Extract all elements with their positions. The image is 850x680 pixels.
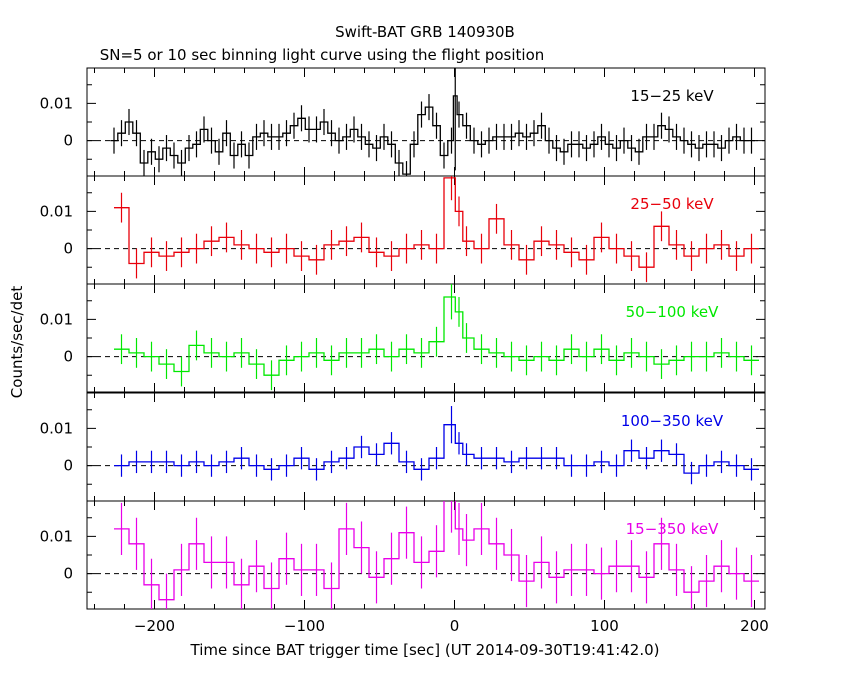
series-line [114,296,759,376]
series-label: 15−25 keV [630,87,714,105]
y-tick-label: 0.01 [40,310,73,328]
y-tick-label: 0 [63,132,73,150]
series-4 [114,406,759,485]
series-label: 15−350 keV [626,520,719,538]
series-label: 50−100 keV [626,303,719,321]
y-tick-label: 0 [63,348,73,366]
series-label: 25−50 keV [630,195,714,213]
x-tick-label: 100 [590,617,619,635]
y-tick-label: 0 [63,240,73,258]
x-tick-label: −200 [134,617,175,635]
y-tick-label: 0.01 [40,419,73,437]
chart-subtitle: SN=5 or 10 sec binning light curve using… [100,46,545,64]
panels-group: 0 0.01 15−25 keV 0 0.01 25−50 keV 0 0.01 50−100 … [40,67,769,635]
y-tick-label: 0 [63,457,73,475]
y-tick-label: 0 [63,565,73,583]
y-tick-label: 0.01 [40,94,73,112]
series-5 [114,501,759,609]
series-line [114,501,759,601]
x-axis-label: Time since BAT trigger time [sec] (UT 20… [190,641,660,659]
series-label: 100−350 keV [621,412,724,430]
series-1 [110,68,756,176]
x-tick-label: 0 [450,617,460,635]
panel-3: 0 0.01 50−100 keV [40,283,766,393]
series-3 [114,284,759,391]
panel-5: 0 0.01 15−350 keV −200 −100 0 100 200 [40,500,769,635]
panel-2: 0 0.01 25−50 keV [40,175,766,285]
y-axis-label: Counts/sec/det [8,286,26,399]
x-tick-label: −100 [284,617,325,635]
panel-1: 0 0.01 15−25 keV [40,67,766,177]
y-tick-label: 0.01 [40,202,73,220]
y-tick-label: 0.01 [40,527,73,545]
series-2 [114,176,759,283]
chart-title: Swift-BAT GRB 140930B [335,23,515,41]
x-tick-label: 200 [740,617,769,635]
